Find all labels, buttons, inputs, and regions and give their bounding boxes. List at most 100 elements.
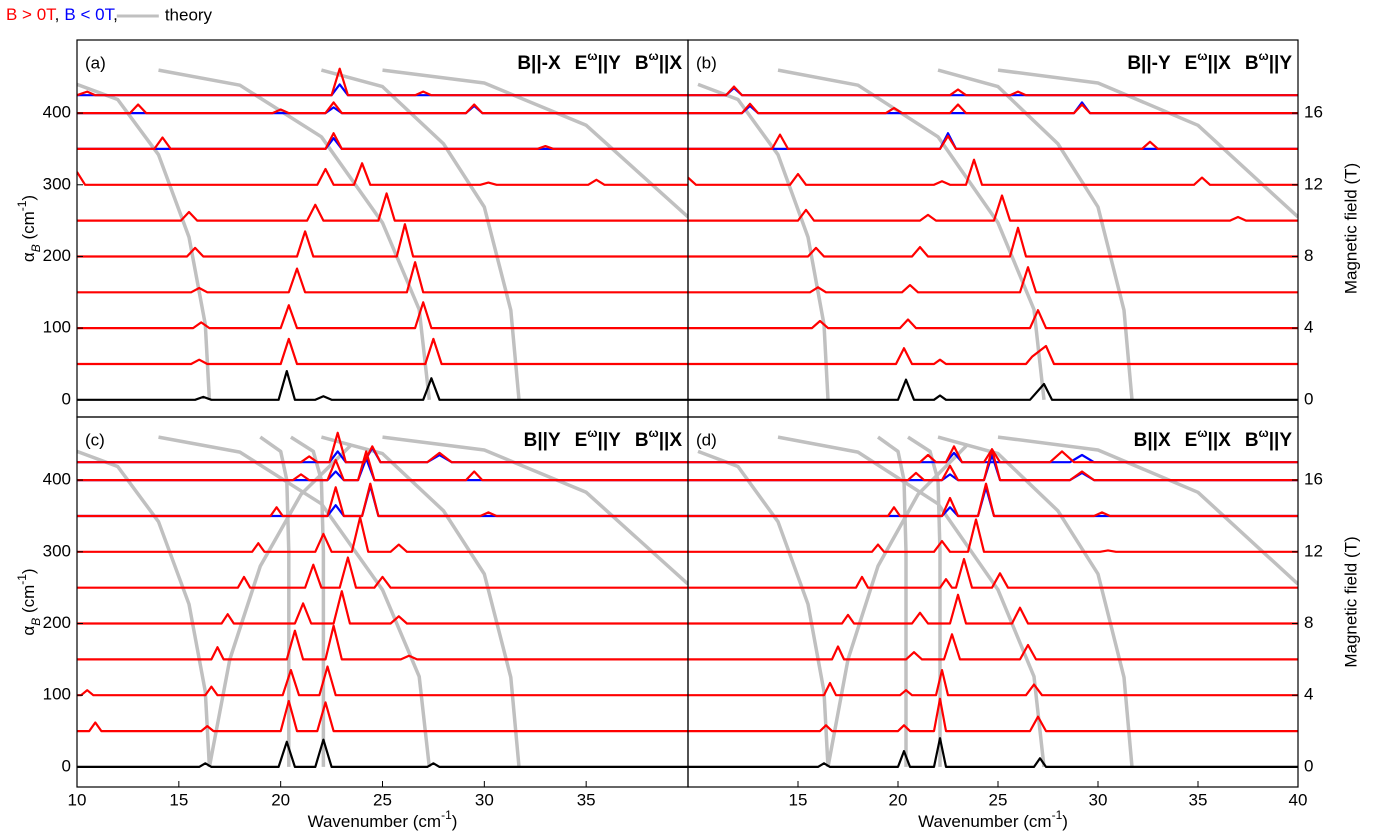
label-part: ) [1062,812,1068,831]
label-part: α [19,252,38,262]
header-part: B||-X [517,53,561,74]
spectrum [77,337,688,366]
legend-label: theory [165,5,213,24]
plot-area [77,67,688,401]
y2-tick-label: 16 [1304,470,1323,489]
y2-tick-label: 4 [1304,685,1313,704]
x-tick-label: 20 [271,790,290,809]
theory-curve [937,435,1134,768]
spectrum [77,738,688,768]
x-tick-label: 10 [68,790,87,809]
x-tick-label: 15 [169,790,188,809]
y-axis-label: αB (cm-1) [15,195,43,262]
header-part: ω [587,426,597,440]
label-part: B [29,618,43,626]
header-part: ω [1197,426,1207,440]
label-part: (cm [19,585,38,618]
spectrum [688,448,1298,482]
y2-tick-label: 4 [1304,318,1313,337]
plot-area [688,68,1298,401]
label-part: Wavenumber (cm [918,812,1052,831]
header-part: E [575,430,588,451]
panel-header: B||X Eω||X Bω||Y [1134,426,1293,451]
panel-label: (c) [85,430,105,449]
spectrum [688,518,1298,553]
y-tick-label: 0 [62,756,71,775]
spectrum [77,516,688,553]
y2-tick-label: 0 [1304,389,1313,408]
spectrum [688,633,1298,661]
axes-frame [687,39,1299,418]
spectrum [688,266,1298,294]
legend-label: B < 0T [64,5,114,24]
label-part: -1 [441,808,452,822]
y-tick-label: 200 [43,246,71,265]
spectrum [688,158,1298,186]
theory-curve [320,435,521,768]
theory-curve [937,68,1134,400]
theory-curve [697,449,830,767]
theory-curve [826,442,970,768]
y2-tick-label: 0 [1304,756,1313,775]
legend-separator: , [55,5,60,24]
spectrum [77,261,688,294]
spectrum [688,482,1298,518]
x-tick-label: 35 [577,790,596,809]
spectrum [77,162,688,186]
y2-tick-label: 8 [1304,613,1313,632]
plot-area [688,435,1298,768]
label-part: -1 [1052,808,1063,822]
x-tick-label: 15 [789,790,808,809]
header-part: ω [649,426,659,440]
header-part: ||Y [598,53,622,74]
x-tick-label: 25 [989,790,1008,809]
header-part: ω [1259,426,1269,440]
header-part: B [635,53,649,74]
label-part: B [29,244,43,252]
y2-tick-label: 12 [1304,541,1323,560]
header-part: ||Y [1269,53,1293,74]
x-tick-label: 30 [475,790,494,809]
header-part: ||X [1208,430,1232,451]
spectrum [77,301,688,330]
spectrum [77,556,688,589]
y2-axis-label: Magnetic field (T) [1341,163,1360,294]
label-part: (cm [19,211,38,244]
y-tick-label: 400 [43,470,71,489]
panel-header: B||-X Eω||Y Bω||X [517,49,682,74]
spectrum [688,593,1298,625]
y2-axis-label: Magnetic field (T) [1341,536,1360,667]
spectrum [688,133,1298,150]
x-tick-label: 25 [373,790,392,809]
x-axis-label: Wavenumber (cm-1) [308,808,458,831]
spectrum [688,697,1298,733]
theory-curve [997,68,1298,219]
header-part: B [635,430,649,451]
header-part: B||-Y [1127,53,1171,74]
y-tick-label: 300 [43,174,71,193]
legend-separator: , [113,5,118,24]
spectrum [77,450,688,482]
spectrum [688,226,1298,258]
y-tick-label: 400 [43,103,71,122]
panel-label: (d) [696,430,717,449]
spectrum [688,557,1298,589]
label-part: ) [452,812,458,831]
header-part: B||Y [524,430,561,451]
spectrum [688,344,1298,366]
label-part: Wavenumber (cm [308,812,442,831]
header-part: ω [1259,49,1269,63]
y-tick-label: 0 [62,389,71,408]
spectrum [77,192,688,222]
legend-label: B > 0T [6,5,56,24]
header-part: ||Y [598,430,622,451]
header-part: B [1245,430,1259,451]
header-part: ω [587,49,597,63]
label-part: ) [19,568,38,574]
header-part: ω [649,49,659,63]
label-part: ) [19,195,38,201]
spectrum [688,445,1298,464]
theory-curve [382,68,688,219]
label-part: α [19,626,38,636]
theory-curve [382,435,688,586]
